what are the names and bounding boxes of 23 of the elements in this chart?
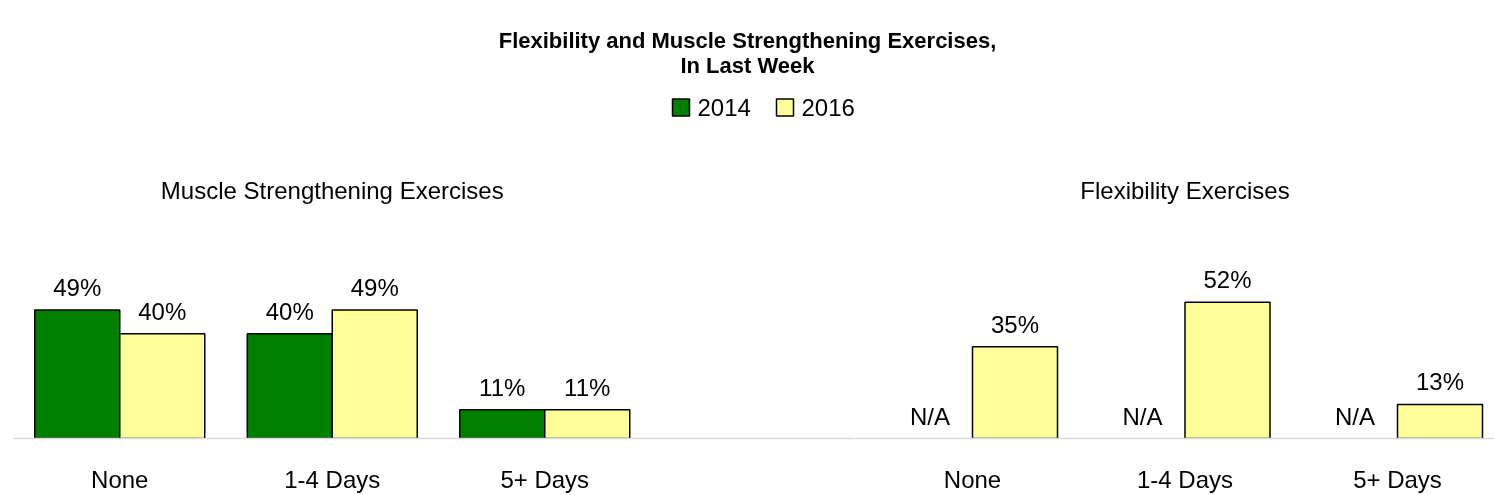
x-tick-label: None [91,465,149,493]
data-label: 11% [564,373,611,401]
text: N/A [910,402,951,430]
text: Flexibility and Muscle Strengthening Exercises, In Last Week [498,27,997,78]
chart-subtitle: Flexibility Exercises [1080,176,1290,204]
text: N/A [1335,402,1376,430]
x-tick-label: None [943,465,1002,493]
chart-subtitle: Muscle Strengthening Exercises [160,176,504,204]
data-label: 49% [53,274,102,302]
data-label: 52% [1203,266,1252,294]
legend-label: 2014 [697,94,751,121]
x-tick-label: 1-4 Days [1136,465,1234,493]
x-tick-label: 5+ Days [500,465,590,493]
data-label: 40% [265,297,314,325]
data-label: 49% [350,274,399,302]
data-label: 35% [990,310,1040,338]
text: N/A [1122,402,1163,430]
data-label: 13% [1415,368,1465,396]
x-tick-label: 1-4 Days [284,465,381,493]
legend-label: 2016 [801,94,855,121]
x-tick-label: 5+ Days [1353,465,1442,493]
data-label: 40% [138,297,187,325]
data-label: 11% [479,373,526,401]
